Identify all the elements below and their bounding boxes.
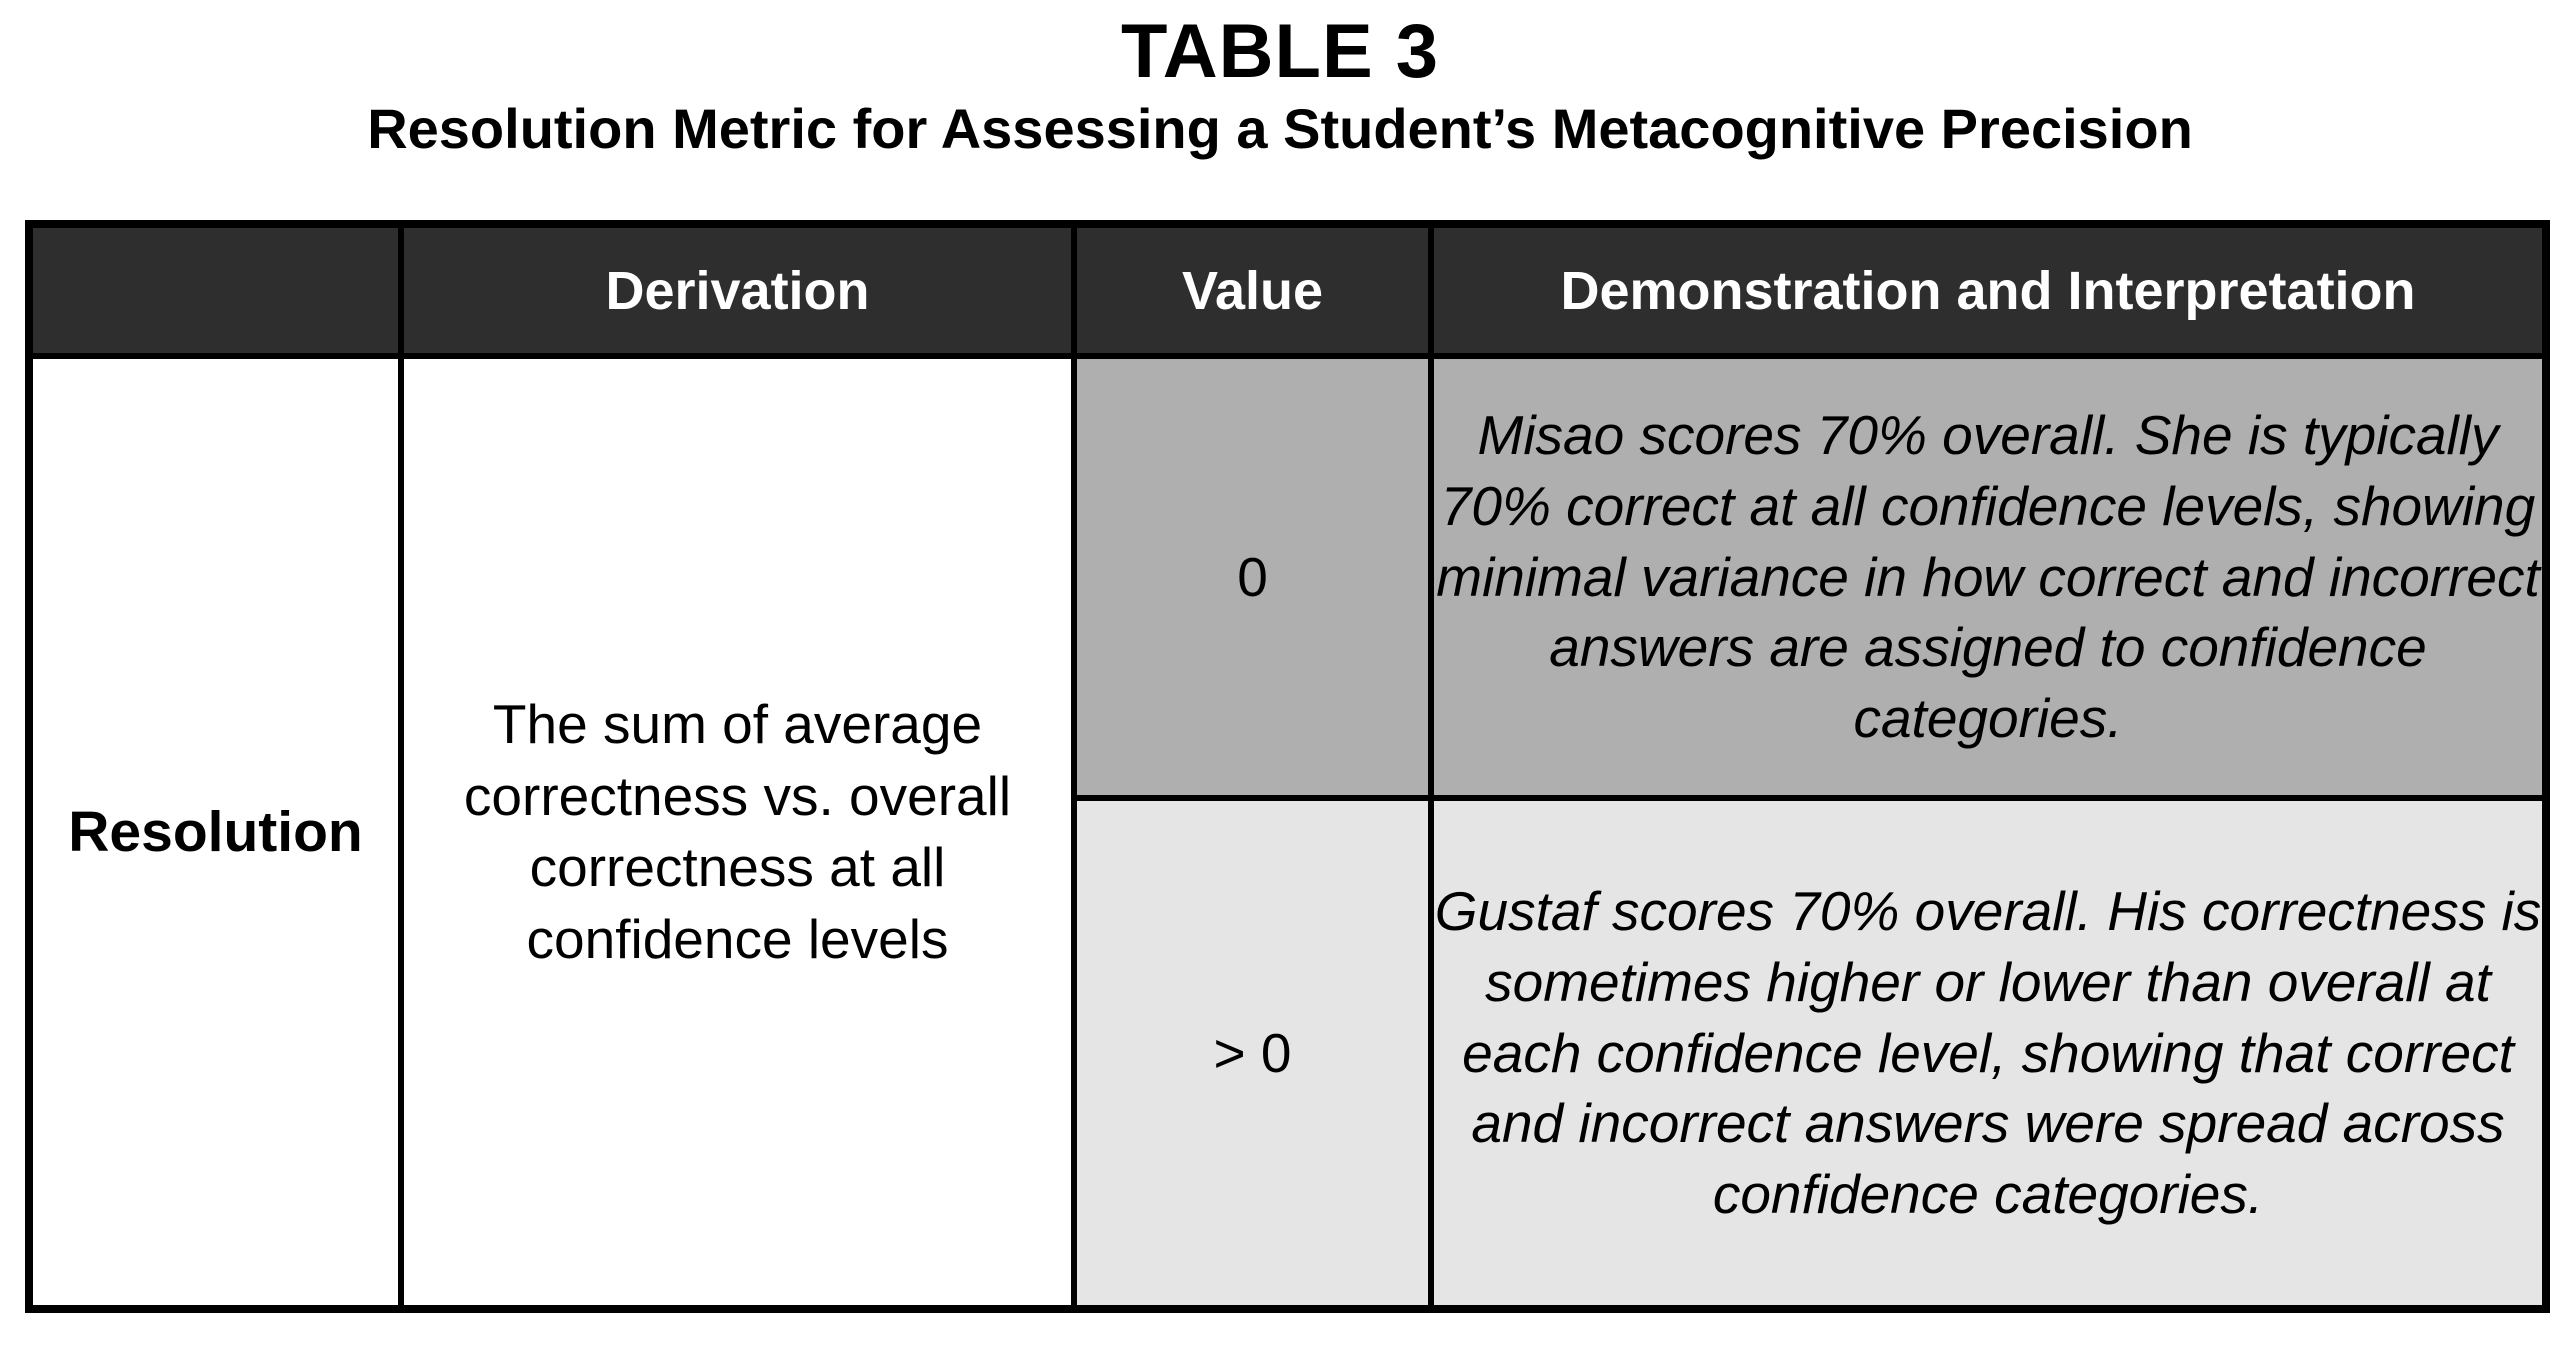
interpretation-zero-text: Misao scores 70% overall. She is typical…	[1436, 403, 2540, 750]
header-demonstration: Demonstration and Interpretation	[1428, 221, 2549, 359]
header-row: Derivation Value Demonstration and Inter…	[26, 221, 2549, 359]
metric-name-cell: Resolution	[26, 353, 404, 1312]
derivation-text: The sum of average correctness vs. overa…	[463, 693, 1012, 970]
interpretation-gt-zero-text: Gustaf scores 70% overall. His correctne…	[1434, 879, 2542, 1226]
header-blank-cell	[26, 221, 404, 359]
value-gt-zero-cell: > 0	[1071, 795, 1434, 1312]
value-zero-cell: 0	[1071, 353, 1434, 801]
table-row-value-zero: Resolution The sum of average correctnes…	[26, 353, 2549, 1312]
derivation-cell: The sum of average correctness vs. overa…	[398, 353, 1077, 1312]
table-row-value-gt-zero: > 0 Gustaf scores 70% overall. His corre…	[29, 795, 2549, 1312]
table-subtitle: Resolution Metric for Assessing a Studen…	[367, 97, 2193, 160]
interpretation-zero-cell: Misao scores 70% overall. She is typical…	[1428, 353, 2549, 801]
header-derivation: Derivation	[398, 221, 1077, 359]
table-number-title: TABLE 3	[1120, 9, 1440, 94]
header-value: Value	[1071, 221, 1434, 359]
resolution-metric-table: Derivation Value Demonstration and Inter…	[25, 220, 2550, 1313]
interpretation-gt-zero-cell: Gustaf scores 70% overall. His correctne…	[1428, 795, 2549, 1312]
